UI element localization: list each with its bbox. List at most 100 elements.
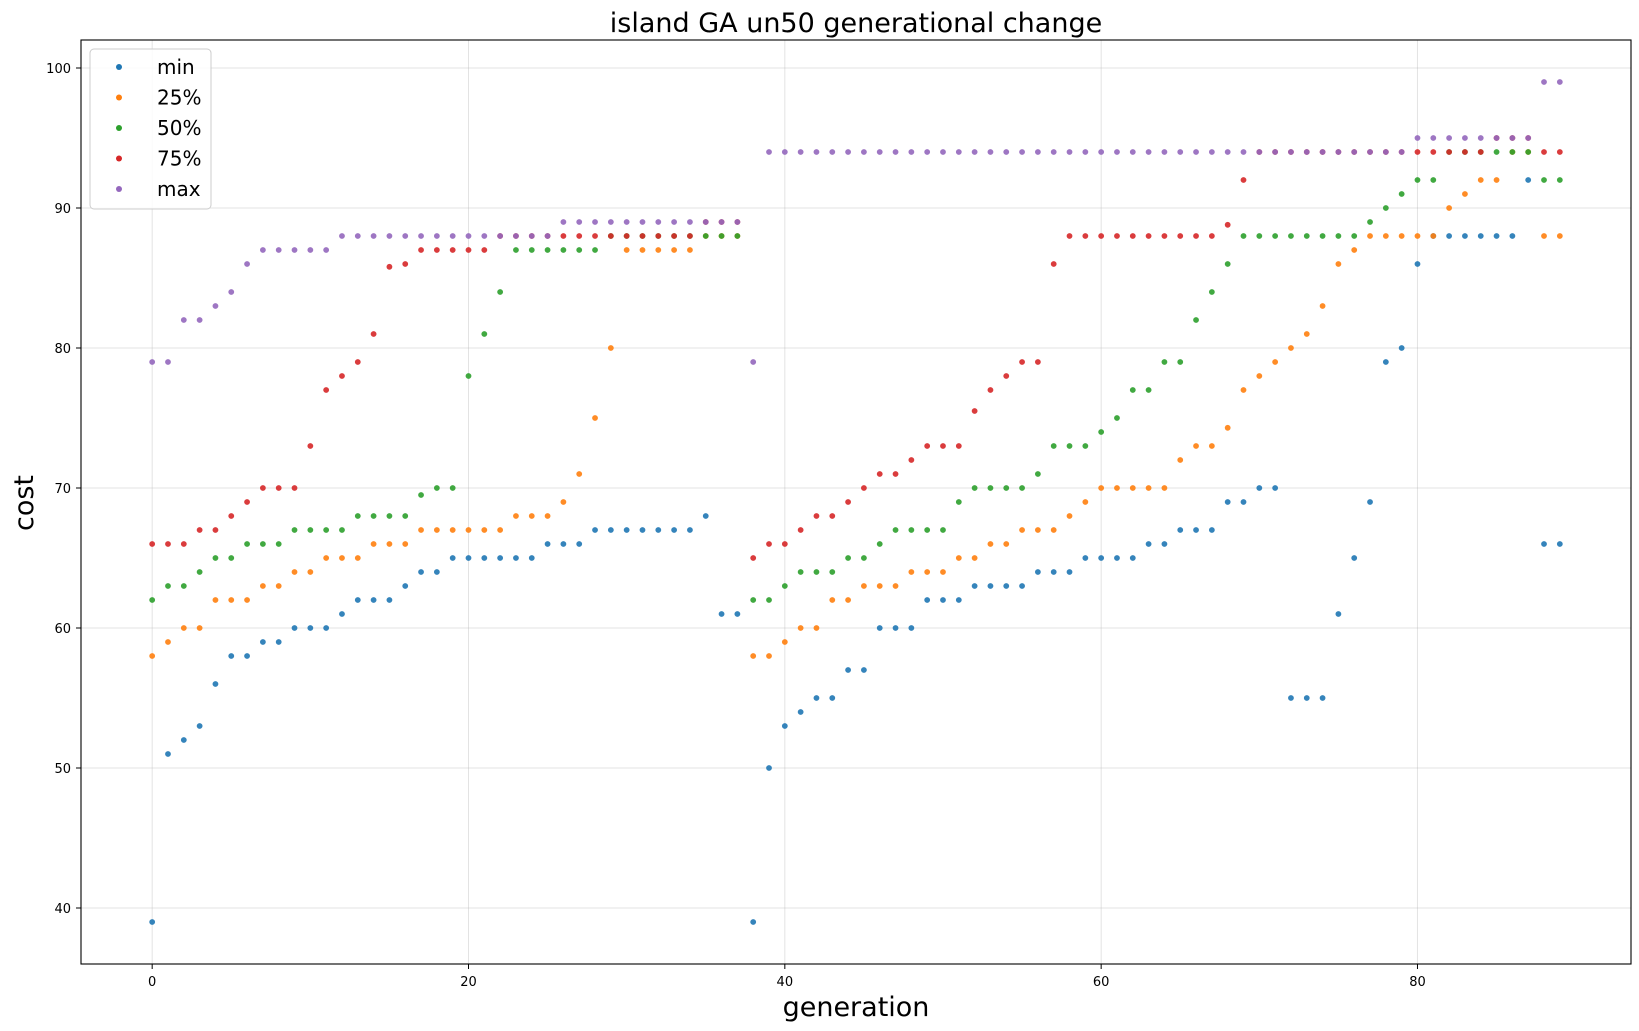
point-50pct	[1240, 233, 1247, 239]
point-50pct	[291, 527, 298, 533]
point-min	[718, 611, 725, 617]
point-max	[228, 289, 235, 295]
point-50pct	[924, 527, 931, 533]
point-75pct	[876, 471, 883, 477]
point-50pct	[449, 485, 456, 491]
point-50pct	[339, 527, 345, 533]
point-50pct	[528, 247, 535, 253]
point-75pct	[481, 247, 488, 253]
point-25pct	[1335, 261, 1342, 267]
point-min	[386, 597, 393, 603]
point-max	[1319, 149, 1326, 155]
point-50pct	[196, 569, 203, 575]
point-25pct	[1145, 485, 1152, 491]
point-25pct	[386, 541, 393, 547]
point-max	[165, 359, 171, 365]
point-min	[1177, 527, 1184, 533]
point-50pct	[1493, 149, 1500, 155]
point-75pct	[228, 513, 235, 519]
y-tick-label: 90	[54, 202, 71, 217]
point-25pct	[1082, 499, 1089, 505]
point-75pct	[1193, 233, 1199, 239]
point-min	[924, 597, 931, 603]
point-min	[845, 667, 851, 673]
point-75pct	[307, 443, 314, 449]
point-50pct	[987, 485, 994, 491]
point-max	[1477, 135, 1484, 141]
point-50pct	[940, 527, 946, 533]
y-tick-label: 80	[54, 342, 71, 357]
legend-marker	[116, 155, 122, 162]
point-25pct	[1541, 233, 1547, 239]
point-25pct	[1367, 233, 1373, 239]
point-50pct	[766, 597, 772, 603]
point-max	[1414, 135, 1421, 141]
point-max	[354, 233, 361, 239]
point-min	[465, 555, 472, 561]
point-75pct	[149, 541, 156, 547]
y-tick-label: 60	[54, 622, 71, 637]
x-tick-label: 40	[777, 975, 794, 990]
point-max	[1398, 149, 1405, 155]
point-min	[940, 597, 946, 603]
point-max	[1177, 149, 1184, 155]
point-25pct	[433, 527, 440, 533]
point-75pct	[418, 247, 424, 253]
point-min	[1351, 555, 1358, 561]
legend-label: max	[157, 177, 201, 201]
point-max	[750, 359, 757, 365]
point-25pct	[275, 583, 282, 589]
point-50pct	[481, 331, 488, 337]
point-max	[386, 233, 393, 239]
point-min	[1414, 261, 1421, 267]
point-max	[1193, 149, 1199, 155]
point-50pct	[212, 555, 219, 561]
point-max	[1509, 135, 1516, 141]
point-25pct	[259, 583, 266, 589]
point-75pct	[671, 233, 678, 239]
plot-points	[149, 79, 1563, 925]
y-tick-label: 70	[54, 482, 71, 497]
point-min	[1066, 569, 1073, 575]
point-max	[180, 317, 187, 323]
point-75pct	[323, 387, 330, 393]
point-max	[1129, 149, 1136, 155]
point-min	[687, 527, 693, 533]
point-min	[275, 639, 282, 645]
point-25pct	[180, 625, 187, 631]
point-max	[576, 219, 583, 225]
point-min	[339, 611, 345, 617]
point-25pct	[623, 247, 630, 253]
point-50pct	[1019, 485, 1025, 491]
point-min	[1525, 177, 1532, 183]
point-50pct	[1050, 443, 1057, 449]
point-25pct	[149, 653, 156, 659]
point-25pct	[1493, 177, 1500, 183]
point-50pct	[1335, 233, 1342, 239]
point-75pct	[750, 555, 757, 561]
point-50pct	[1382, 205, 1389, 211]
legend-marker	[116, 94, 122, 101]
point-min	[576, 541, 583, 547]
point-max	[1161, 149, 1168, 155]
point-max	[1430, 135, 1437, 141]
legend-marker	[116, 125, 122, 131]
point-min	[1114, 555, 1120, 561]
point-max	[513, 233, 519, 239]
point-50pct	[1398, 191, 1405, 197]
point-max	[402, 233, 409, 239]
point-min	[1098, 555, 1105, 561]
point-25pct	[1066, 513, 1073, 519]
point-25pct	[244, 597, 250, 603]
point-min	[1303, 695, 1310, 701]
point-min	[402, 583, 409, 589]
point-max	[766, 149, 772, 155]
point-25pct	[354, 555, 361, 561]
point-25pct	[781, 639, 788, 645]
point-75pct	[655, 233, 662, 239]
point-25pct	[592, 415, 598, 421]
point-50pct	[1319, 233, 1326, 239]
point-50pct	[180, 583, 187, 589]
point-min	[1288, 695, 1294, 701]
point-25pct	[908, 569, 915, 575]
